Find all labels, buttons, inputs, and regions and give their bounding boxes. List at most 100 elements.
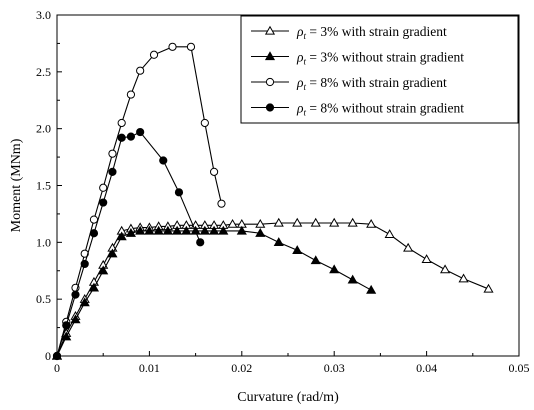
data-point (186, 42, 196, 51)
data-point (483, 283, 494, 293)
data-point (403, 242, 414, 252)
y-tick-label: 2.0 (36, 122, 51, 136)
data-point (292, 245, 303, 254)
plot-area (51, 42, 494, 361)
data-point (99, 198, 108, 207)
data-point (310, 217, 321, 227)
data-point (366, 218, 377, 228)
data-point (153, 225, 164, 235)
y-tick-label: 0.5 (36, 292, 51, 306)
data-point (136, 66, 145, 75)
data-point (107, 248, 118, 258)
data-point (329, 264, 340, 274)
legend-subscript: t (303, 108, 306, 118)
data-point (199, 225, 210, 235)
y-tick-label: 1.5 (36, 179, 51, 193)
data-point (236, 225, 247, 235)
series-line (56, 230, 372, 357)
series-line (56, 222, 489, 357)
data-point (310, 255, 321, 265)
series-1 (51, 225, 377, 360)
data-point (440, 264, 451, 274)
data-point (347, 274, 358, 284)
series-line (56, 46, 223, 357)
x-tick-label: 0.05 (509, 361, 530, 375)
legend-label: ρt = 3% with strain gradient (296, 24, 447, 41)
data-point (125, 228, 136, 237)
data-point (80, 259, 89, 269)
legend-box (240, 15, 519, 124)
data-point (458, 273, 469, 283)
data-point (168, 42, 177, 51)
legend-item: ρt = 8% with strain gradient (251, 75, 447, 92)
data-point (117, 133, 126, 142)
x-tick-label: 0 (54, 361, 60, 375)
legend-item: ρt = 8% without strain gradient (251, 101, 464, 118)
data-point (347, 217, 358, 227)
data-point (200, 118, 209, 128)
data-point (135, 225, 146, 235)
data-point (117, 118, 126, 128)
data-point (126, 90, 136, 99)
data-point (217, 199, 226, 208)
data-point (273, 237, 284, 246)
legend-marker (264, 25, 276, 35)
data-point (108, 167, 117, 176)
data-point (384, 229, 395, 239)
legend-item: ρt = 3% without strain gradient (251, 50, 464, 67)
legend-label: ρt = 3% without strain gradient (296, 50, 464, 67)
data-point (162, 225, 173, 235)
data-point (209, 167, 219, 176)
legend-text: = 3% without strain gradient (306, 50, 464, 65)
legend-subscript: t (303, 31, 306, 41)
data-point (116, 231, 127, 241)
y-tick-label: 1.0 (36, 235, 51, 249)
series-3 (52, 127, 205, 361)
data-point (255, 218, 266, 228)
x-tick-label: 0.02 (231, 361, 252, 375)
data-point (61, 331, 72, 341)
data-point (255, 228, 266, 237)
legend-subscript: t (303, 82, 306, 92)
legend-rho: ρ (296, 50, 304, 65)
data-point (227, 218, 238, 228)
legend-subscript: t (303, 57, 306, 67)
data-point (149, 50, 159, 59)
data-point (421, 254, 432, 264)
data-point (174, 188, 184, 197)
data-point (209, 225, 220, 235)
y-tick-label: 2.5 (36, 65, 51, 79)
data-point (172, 225, 183, 235)
data-point (71, 290, 80, 299)
x-axis-label: Curvature (rad/m) (237, 390, 339, 405)
legend-label: ρt = 8% without strain gradient (296, 101, 464, 118)
data-point (79, 297, 90, 307)
legend-text: = 8% without strain gradient (306, 101, 464, 116)
legend-text: = 8% with strain gradient (306, 75, 447, 90)
legend-marker (265, 77, 275, 87)
x-tick-label: 0.04 (416, 361, 437, 375)
legend-rho: ρ (296, 24, 304, 39)
data-point (108, 149, 117, 158)
data-point (126, 132, 136, 141)
data-point (62, 321, 71, 330)
data-point (366, 284, 377, 294)
legend-text: = 3% with strain gradient (306, 24, 447, 39)
legend-rho: ρ (296, 101, 304, 116)
data-point (159, 156, 168, 165)
data-point (181, 225, 192, 235)
data-point (136, 127, 145, 137)
legend-label: ρt = 8% with strain gradient (296, 75, 447, 92)
data-point (89, 215, 99, 224)
data-point (98, 265, 109, 275)
legend-item: ρt = 3% with strain gradient (251, 24, 447, 41)
data-point (88, 282, 100, 292)
data-point (218, 225, 229, 235)
data-point (70, 314, 81, 324)
data-point (89, 229, 99, 238)
data-point (144, 225, 155, 235)
x-tick-label: 0.01 (139, 361, 160, 375)
y-tick-label: 0 (45, 349, 51, 363)
